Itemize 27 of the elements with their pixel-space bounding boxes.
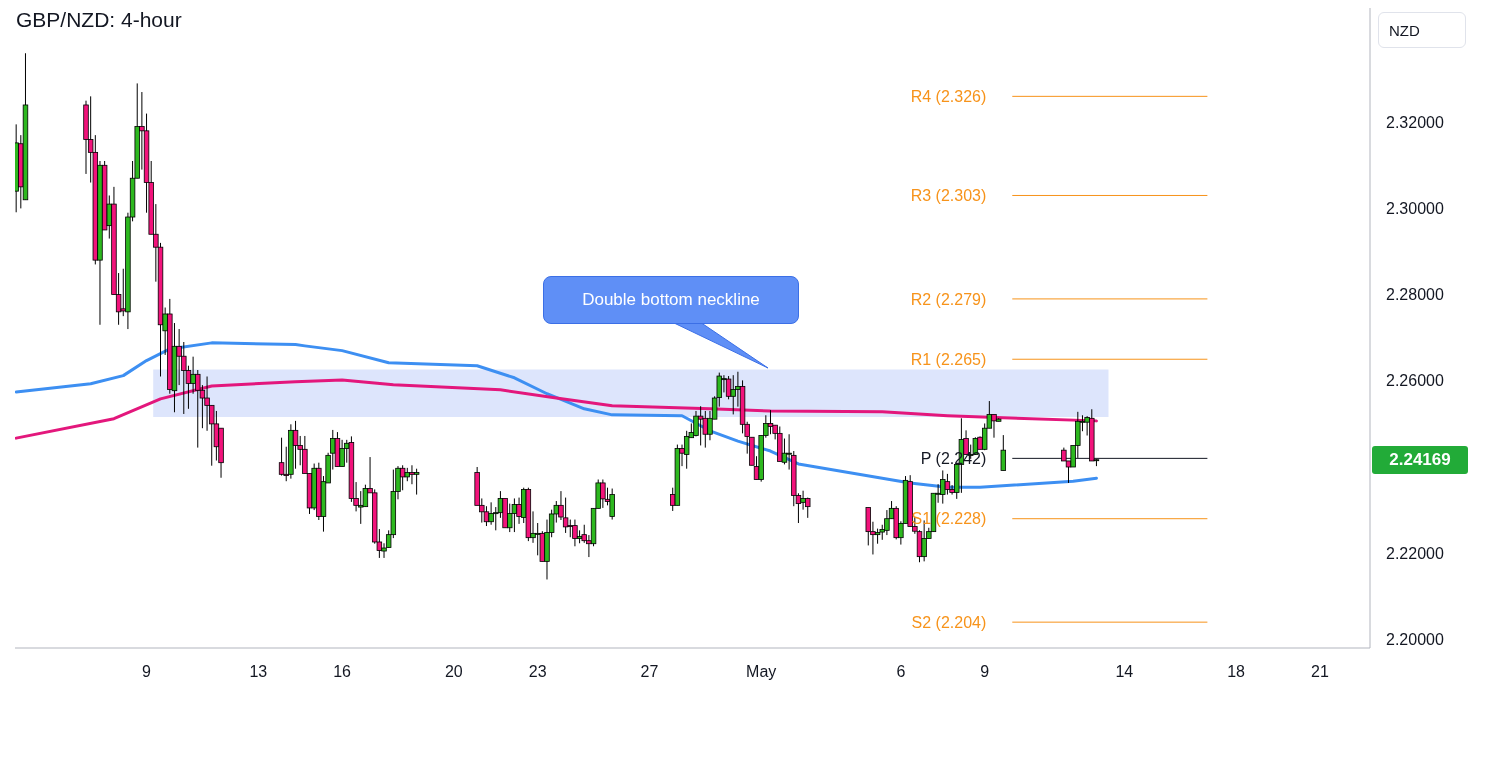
ref-line-label: R1 (2.265) [910, 350, 987, 368]
y-tick-label: 2.32000 [1386, 113, 1444, 131]
x-tick-label: 9 [142, 663, 152, 681]
chart-title: GBP/NZD: 4-hour [16, 8, 182, 32]
x-tick-label: 6 [896, 663, 906, 681]
y-tick-label: 2.22000 [1386, 544, 1444, 562]
y-axis-title: NZD [1378, 12, 1466, 48]
x-tick-label: 21 [1311, 663, 1329, 681]
ref-line-label: S2 (2.204) [911, 613, 987, 631]
ref-line-label: R2 (2.279) [910, 290, 987, 308]
annotation: Double bottom neckline [543, 276, 799, 324]
x-tick-label: 27 [640, 663, 659, 681]
y-tick-label: 2.20000 [1386, 631, 1444, 649]
y-tick-label: 2.28000 [1386, 286, 1444, 304]
y-tick-label: 2.26000 [1386, 372, 1444, 390]
y-tick-label: 2.30000 [1386, 200, 1444, 218]
x-tick-label: 18 [1227, 663, 1246, 681]
ref-line-label: R4 (2.326) [910, 88, 987, 106]
x-tick-label: 23 [528, 663, 547, 681]
x-tick-label: 9 [980, 663, 990, 681]
ref-line-label: R3 (2.303) [910, 187, 987, 205]
text: 2.24169 [1372, 445, 1468, 474]
x-tick-label: 16 [333, 663, 352, 681]
x-tick-label: 13 [249, 663, 268, 681]
x-tick-label: 20 [444, 663, 463, 681]
x-tick-label: 14 [1115, 663, 1134, 681]
x-tick-label: May [746, 663, 777, 681]
